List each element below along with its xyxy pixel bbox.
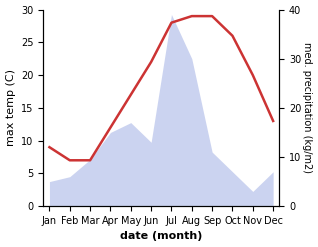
X-axis label: date (month): date (month) (120, 231, 203, 242)
Y-axis label: med. precipitation (kg/m2): med. precipitation (kg/m2) (302, 42, 313, 173)
Y-axis label: max temp (C): max temp (C) (5, 69, 16, 146)
